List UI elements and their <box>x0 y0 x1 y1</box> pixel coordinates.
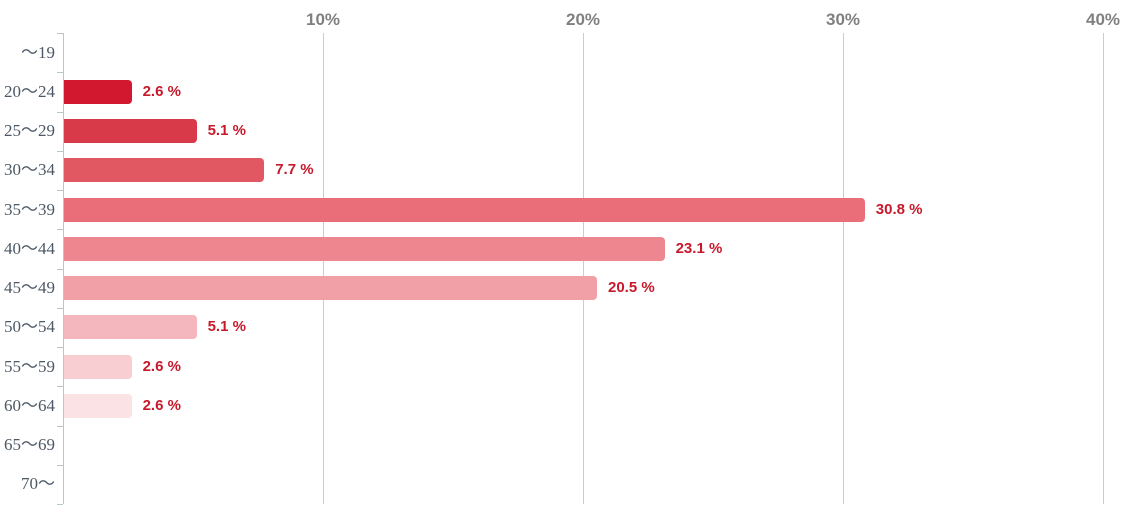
bar <box>64 79 132 104</box>
value-label: 5.1 % <box>207 122 246 140</box>
gridline <box>323 33 324 504</box>
bar <box>64 197 865 222</box>
category-label: ～19 <box>21 42 55 62</box>
category-label: 35～39 <box>4 199 55 219</box>
bar <box>64 119 197 144</box>
category-label: 70～ <box>21 474 55 494</box>
bar <box>64 276 597 301</box>
value-label: 20.5 % <box>608 279 655 297</box>
x-axis-tick-label: 20% <box>565 10 601 29</box>
y-axis-tick <box>57 426 63 427</box>
y-axis-tick <box>57 465 63 466</box>
y-axis-tick <box>57 229 63 230</box>
y-axis-tick <box>57 151 63 152</box>
bar <box>64 393 132 418</box>
category-label: 60～64 <box>4 395 55 415</box>
category-label: 50～54 <box>4 317 55 337</box>
value-label: 2.6 % <box>142 82 181 100</box>
y-axis-tick <box>57 190 63 191</box>
category-label: 65～69 <box>4 435 55 455</box>
y-axis-tick <box>57 504 63 505</box>
value-label: 5.1 % <box>207 318 246 336</box>
category-label: 30～34 <box>4 160 55 180</box>
category-label: 45～49 <box>4 278 55 298</box>
bar <box>64 354 132 379</box>
value-label: 2.6 % <box>142 396 181 414</box>
value-label: 23.1 % <box>675 239 723 257</box>
value-label: 7.7 % <box>275 161 314 179</box>
category-label: 20～24 <box>4 81 55 101</box>
y-axis-tick <box>57 112 63 113</box>
bar <box>64 236 665 261</box>
y-axis-tick <box>57 308 63 309</box>
gridline <box>1103 33 1104 504</box>
value-label: 2.6 % <box>142 357 181 375</box>
bar <box>64 158 265 183</box>
x-axis-tick-label: 30% <box>825 10 861 29</box>
category-label: 25～29 <box>4 121 55 141</box>
y-axis-tick <box>57 72 63 73</box>
bar <box>64 315 197 340</box>
x-axis-tick-label: 40% <box>1085 10 1121 29</box>
value-label: 30.8 % <box>875 200 923 218</box>
y-axis-tick <box>57 33 63 34</box>
y-axis-tick <box>57 386 63 387</box>
y-axis-tick <box>57 347 63 348</box>
gridline <box>583 33 584 504</box>
category-label: 40～44 <box>4 238 55 258</box>
y-axis-tick <box>57 269 63 270</box>
category-label: 55～59 <box>4 356 55 376</box>
x-axis-tick-label: 10% <box>305 10 341 29</box>
y-axis-line <box>63 33 64 504</box>
gridline <box>843 33 844 504</box>
